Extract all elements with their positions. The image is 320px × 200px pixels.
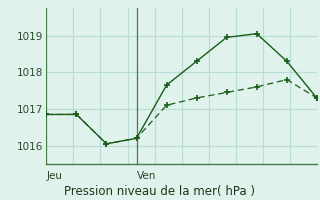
Text: Pression niveau de la mer( hPa ): Pression niveau de la mer( hPa ) bbox=[65, 185, 255, 198]
Text: Jeu: Jeu bbox=[46, 171, 62, 181]
Text: Ven: Ven bbox=[137, 171, 156, 181]
